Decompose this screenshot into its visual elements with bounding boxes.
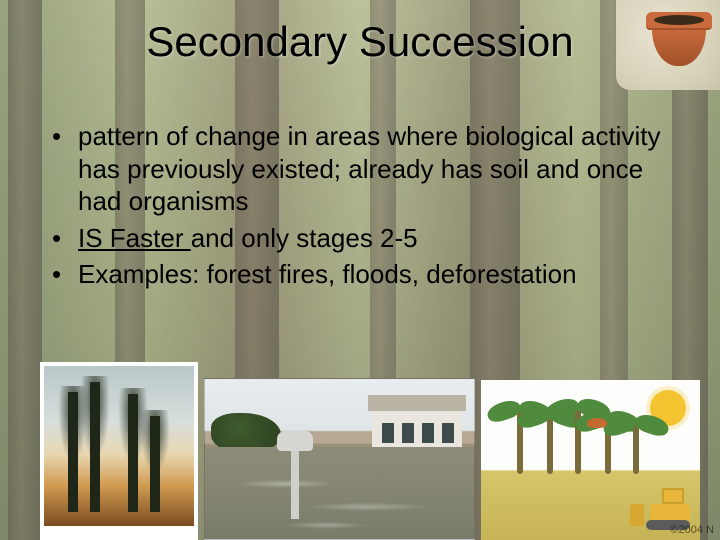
slide-title: Secondary Succession xyxy=(0,18,720,66)
bullet-item: pattern of change in areas where biologi… xyxy=(52,120,680,218)
bullet-suffix: and only stages 2-5 xyxy=(191,223,418,253)
forest-fire-image xyxy=(40,362,198,540)
bullet-text: pattern of change in areas where biologi… xyxy=(78,121,660,216)
bullet-text: Examples: forest fires, floods, deforest… xyxy=(78,259,577,289)
copyright-text: ©2004 N xyxy=(670,524,714,536)
deforestation-image xyxy=(481,380,700,540)
slide: Secondary Succession pattern of change i… xyxy=(0,0,720,540)
bullet-list: pattern of change in areas where biologi… xyxy=(52,120,680,295)
flood-image xyxy=(204,378,475,540)
bullet-item: Examples: forest fires, floods, deforest… xyxy=(52,258,680,291)
example-images-row xyxy=(40,370,700,540)
bullet-item: IS Faster and only stages 2-5 xyxy=(52,222,680,255)
bullet-emphasis: IS Faster xyxy=(78,223,191,253)
